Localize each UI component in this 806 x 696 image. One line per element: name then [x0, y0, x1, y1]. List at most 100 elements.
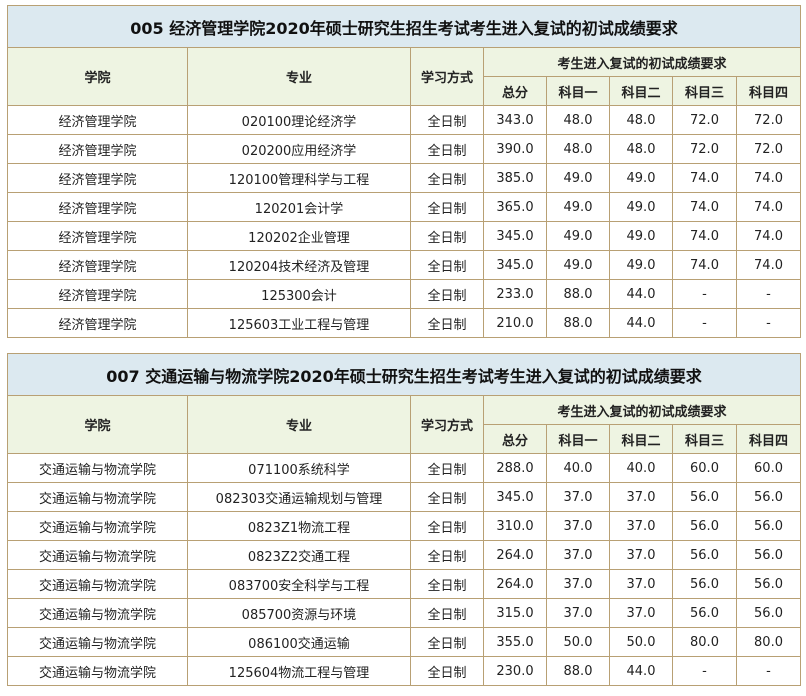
table-cell: 082303交通运输规划与管理 [187, 482, 411, 512]
table-cell: 48.0 [546, 105, 610, 135]
table-row: 经济管理学院 120201会计学 全日制 365.0 49.0 49.0 74.0 74.0 [7, 192, 802, 222]
table-cell: 345.0 [483, 250, 547, 280]
table-cell: 经济管理学院 [7, 279, 188, 309]
table-cell: 全日制 [410, 569, 484, 599]
table-cell: 全日制 [410, 598, 484, 628]
table-cell: 全日制 [410, 192, 484, 222]
table-cell: 264.0 [483, 569, 547, 599]
header-college: 学院 [7, 47, 188, 106]
table-cell: 全日制 [410, 279, 484, 309]
table-cell: 020100理论经济学 [187, 105, 411, 135]
table-cell: 071100系统科学 [187, 453, 411, 483]
table-cell: 355.0 [483, 627, 547, 657]
table-cell: 37.0 [546, 598, 610, 628]
table-cell: 390.0 [483, 134, 547, 164]
table-cell: 全日制 [410, 511, 484, 541]
header-requirement: 考生进入复试的初试成绩要求 [482, 395, 802, 425]
table-cell: 交通运输与物流学院 [7, 453, 188, 483]
table-cell: - [735, 308, 802, 338]
table-cell: 230.0 [483, 656, 547, 686]
table-row: 交通运输与物流学院 085700资源与环境 全日制 315.0 37.0 37.0 56.0… [7, 598, 802, 628]
table-cell: 交通运输与物流学院 [7, 511, 188, 541]
table-cell: 343.0 [483, 105, 547, 135]
table-cell: 全日制 [410, 656, 484, 686]
table-cell: 37.0 [546, 482, 610, 512]
table-cell: 365.0 [483, 192, 547, 222]
table-cell: 56.0 [735, 482, 802, 512]
header-s3: 科目三 [672, 424, 737, 454]
table-row: 交通运输与物流学院 082303交通运输规划与管理 全日制 345.0 37.0 37.0… [7, 482, 802, 512]
table-cell: 345.0 [483, 221, 547, 251]
table-cell: 全日制 [410, 105, 484, 135]
header-major: 专业 [187, 47, 411, 106]
score-table-005: 005 经济管理学院2020年硕士研究生招生考试考生进入复试的初试成绩要求 学院专… [6, 5, 802, 338]
table-cell: 72.0 [735, 134, 802, 164]
table-cell: 56.0 [672, 540, 737, 570]
table-cell: 交通运输与物流学院 [7, 627, 188, 657]
table-cell: 37.0 [546, 511, 610, 541]
table-cell: 72.0 [735, 105, 802, 135]
table-cell: 56.0 [672, 598, 737, 628]
table-cell: 交通运输与物流学院 [7, 569, 188, 599]
table-cell: 288.0 [483, 453, 547, 483]
table-cell: 37.0 [609, 569, 673, 599]
header-s1: 科目一 [546, 424, 610, 454]
table-row: 经济管理学院 120202企业管理 全日制 345.0 49.0 49.0 74.0 74.0 [7, 221, 802, 251]
table-cell: 49.0 [546, 192, 610, 222]
table-cell: 37.0 [546, 569, 610, 599]
header-s4: 科目四 [735, 76, 802, 106]
table-cell: 72.0 [672, 105, 737, 135]
header-mode: 学习方式 [410, 395, 484, 454]
table-cell: 49.0 [609, 192, 673, 222]
table-cell: 49.0 [546, 163, 610, 193]
table-cell: 全日制 [410, 250, 484, 280]
header-major: 专业 [187, 395, 411, 454]
table-cell: 083700安全科学与工程 [187, 569, 411, 599]
header-s2: 科目二 [609, 76, 673, 106]
table-row: 经济管理学院 125300会计 全日制 233.0 88.0 44.0- - [7, 279, 802, 309]
table-cell: 310.0 [483, 511, 547, 541]
header-s4: 科目四 [735, 424, 802, 454]
table-cell: 74.0 [672, 250, 737, 280]
header-total: 总分 [483, 76, 547, 106]
table-cell: 74.0 [735, 250, 802, 280]
table-cell: 233.0 [483, 279, 547, 309]
table-cell: 56.0 [735, 569, 802, 599]
table-cell: - [672, 279, 737, 309]
table-cell: 37.0 [609, 540, 673, 570]
table-cell: 125603工业工程与管理 [187, 308, 411, 338]
table-cell: 37.0 [546, 540, 610, 570]
table-cell: 经济管理学院 [7, 134, 188, 164]
table-row: 交通运输与物流学院 086100交通运输 全日制 355.0 50.0 50.0 80.0 8… [7, 627, 802, 657]
table-cell: 经济管理学院 [7, 221, 188, 251]
table-cell: 56.0 [672, 569, 737, 599]
table-cell: 50.0 [546, 627, 610, 657]
table-cell: 49.0 [609, 163, 673, 193]
table-row: 交通运输与物流学院 0823Z2交通工程 全日制 264.0 37.0 37.0 56.0 5… [7, 540, 802, 570]
table-cell: 经济管理学院 [7, 250, 188, 280]
table-cell: 120202企业管理 [187, 221, 411, 251]
table-cell: 020200应用经济学 [187, 134, 411, 164]
table-row: 经济管理学院 125603工业工程与管理 全日制 210.0 88.0 44.0- - [7, 308, 802, 338]
table-cell: 交通运输与物流学院 [7, 598, 188, 628]
header-requirement: 考生进入复试的初试成绩要求 [482, 47, 802, 77]
score-table-007: 007 交通运输与物流学院2020年硕士研究生招生考试考生进入复试的初试成绩要求… [6, 353, 802, 686]
table-cell: 56.0 [672, 511, 737, 541]
table-cell: 全日制 [410, 163, 484, 193]
table-cell: 88.0 [546, 279, 610, 309]
table-cell: 40.0 [609, 453, 673, 483]
table-cell: 经济管理学院 [7, 105, 188, 135]
table-cell: 44.0 [609, 279, 673, 309]
header-total: 总分 [483, 424, 547, 454]
table-cell: 315.0 [483, 598, 547, 628]
table-cell: 88.0 [546, 308, 610, 338]
table-cell: - [735, 656, 802, 686]
table-cell: 37.0 [609, 598, 673, 628]
table-cell: 345.0 [483, 482, 547, 512]
table-cell: 37.0 [609, 511, 673, 541]
table-cell: 0823Z2交通工程 [187, 540, 411, 570]
table-cell: 74.0 [735, 163, 802, 193]
table-cell: 0823Z1物流工程 [187, 511, 411, 541]
table-cell: 125300会计 [187, 279, 411, 309]
table-row: 经济管理学院 120204技术经济及管理 全日制 345.0 49.0 49.0 74.0 7… [7, 250, 802, 280]
